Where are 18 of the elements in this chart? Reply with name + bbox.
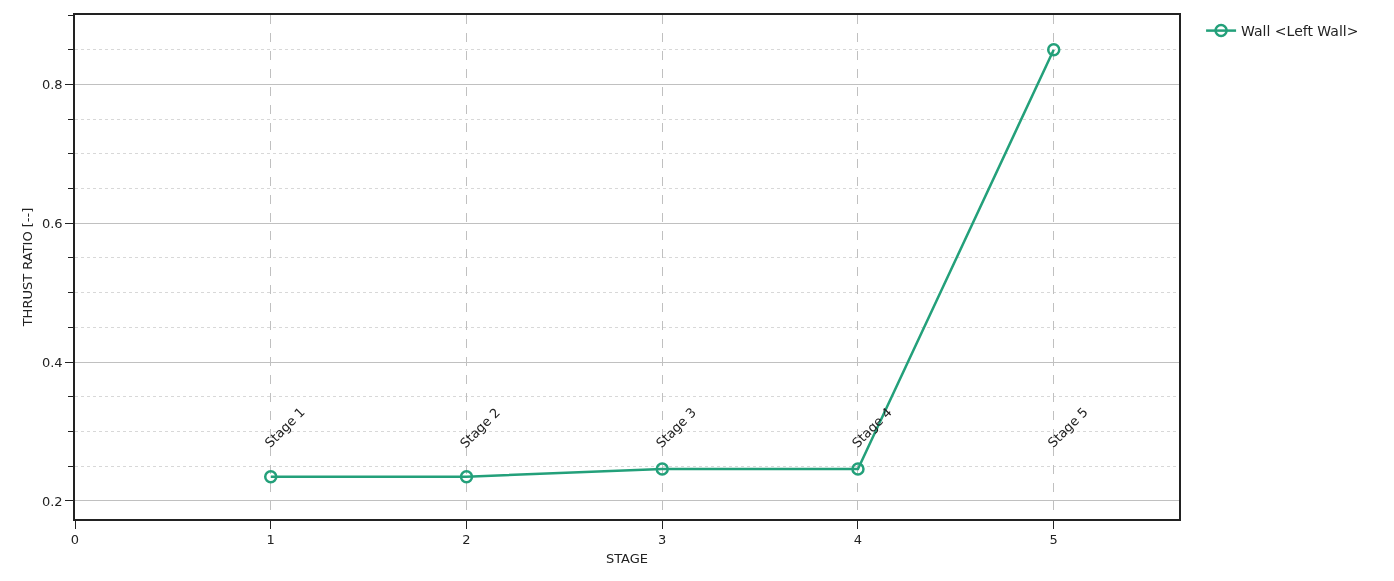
legend-label: Wall <Left Wall> (1241, 23, 1359, 40)
x-tick-label: 0 (70, 532, 80, 548)
x-axis-title: STAGE (605, 551, 649, 567)
point (655, 462, 669, 476)
x-tick-label: 4 (853, 532, 863, 548)
y-tick-label: 0.6 (41, 215, 63, 231)
y-tick-label: 0.8 (41, 76, 63, 92)
point (1046, 42, 1061, 57)
x-tick-label: 2 (462, 532, 471, 548)
x-tick-label: 1 (266, 532, 275, 548)
y-axis-title: THRUST RATIO [--] (20, 207, 36, 328)
point (851, 462, 865, 476)
point (263, 469, 278, 484)
x-tick-label: 5 (1049, 532, 1058, 548)
y-tick-label: 0.2 (41, 493, 63, 509)
x-tick-label: 3 (658, 532, 667, 548)
point (459, 469, 474, 484)
y-tick-label: 0.4 (41, 354, 63, 370)
